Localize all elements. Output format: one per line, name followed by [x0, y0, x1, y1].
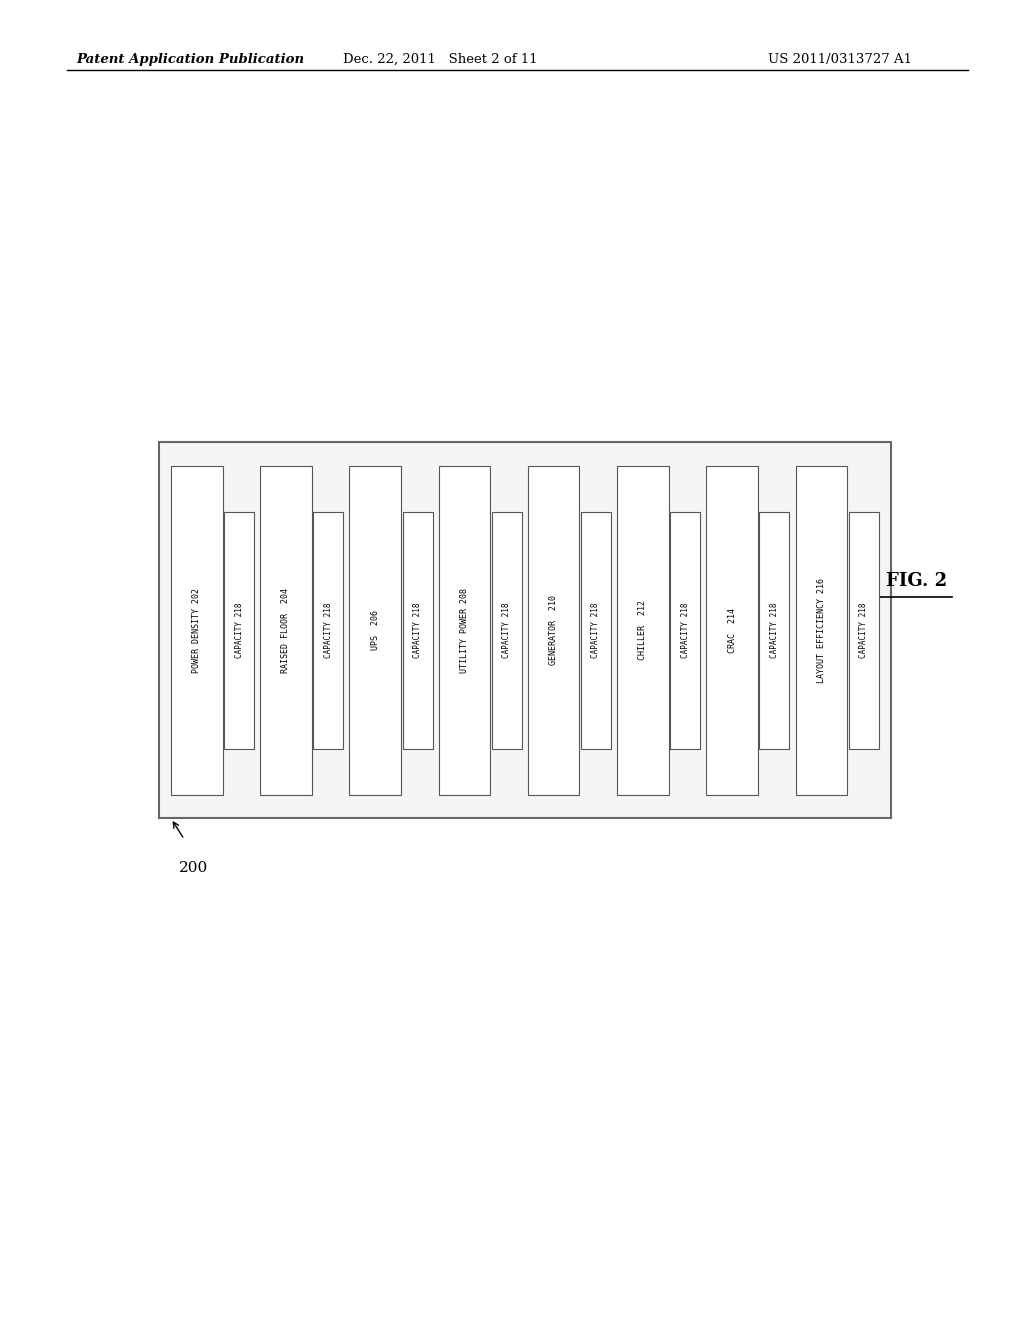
Text: RAISED FLOOR  204: RAISED FLOOR 204 — [282, 587, 291, 673]
Bar — [402, 512, 432, 748]
Text: UTILITY POWER 208: UTILITY POWER 208 — [460, 587, 469, 673]
Text: CAPACITY 218: CAPACITY 218 — [234, 602, 244, 659]
Bar — [796, 466, 847, 795]
Text: CAPACITY 218: CAPACITY 218 — [859, 602, 868, 659]
Text: FIG. 2: FIG. 2 — [886, 572, 947, 590]
Text: GENERATOR  210: GENERATOR 210 — [549, 595, 558, 665]
Text: POWER DENSITY 202: POWER DENSITY 202 — [193, 587, 202, 673]
Bar — [313, 512, 343, 748]
Bar — [171, 466, 222, 795]
Bar — [671, 512, 700, 748]
Text: UPS  206: UPS 206 — [371, 610, 380, 651]
Bar — [438, 466, 490, 795]
Bar — [849, 512, 879, 748]
Text: US 2011/0313727 A1: US 2011/0313727 A1 — [768, 53, 912, 66]
Text: 200: 200 — [179, 861, 209, 875]
Text: CAPACITY 218: CAPACITY 218 — [592, 602, 600, 659]
Bar — [581, 512, 611, 748]
Bar — [349, 466, 401, 795]
Bar — [617, 466, 669, 795]
Text: CRAC  214: CRAC 214 — [728, 607, 736, 653]
Text: CAPACITY 218: CAPACITY 218 — [324, 602, 333, 659]
Text: Dec. 22, 2011   Sheet 2 of 11: Dec. 22, 2011 Sheet 2 of 11 — [343, 53, 538, 66]
Text: CAPACITY 218: CAPACITY 218 — [770, 602, 779, 659]
Bar — [492, 512, 521, 748]
Text: Patent Application Publication: Patent Application Publication — [77, 53, 305, 66]
Text: CHILLER  212: CHILLER 212 — [638, 601, 647, 660]
Bar — [224, 512, 254, 748]
Text: CAPACITY 218: CAPACITY 218 — [413, 602, 422, 659]
Text: CAPACITY 218: CAPACITY 218 — [681, 602, 690, 659]
Text: CAPACITY 218: CAPACITY 218 — [503, 602, 511, 659]
Text: LAYOUT EFFICIENCY 216: LAYOUT EFFICIENCY 216 — [817, 578, 825, 682]
Bar — [159, 442, 891, 818]
Bar — [760, 512, 790, 748]
Bar — [528, 466, 580, 795]
Bar — [707, 466, 758, 795]
Bar — [260, 466, 311, 795]
